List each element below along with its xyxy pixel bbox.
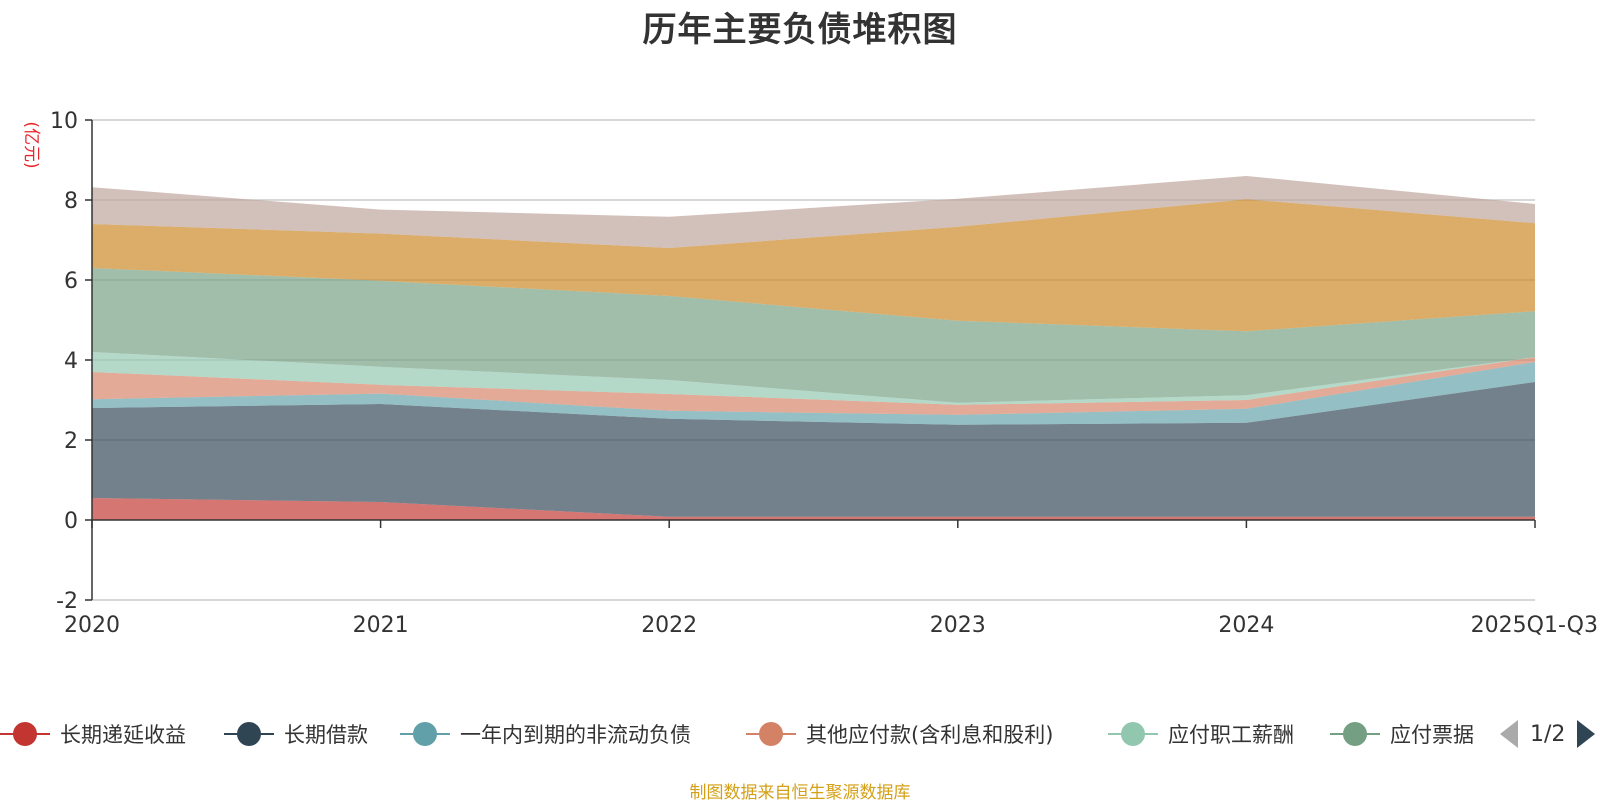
y-tick-label: -2 (56, 589, 78, 614)
stacked-areas (92, 176, 1535, 520)
y-tick-label: 6 (64, 269, 78, 294)
x-tick-label: 2020 (64, 613, 120, 638)
legend-page-indicator: 1/2 (1530, 721, 1566, 747)
legend-label: 其他应付款(含利息和股利) (806, 723, 1054, 747)
y-tick-label: 0 (64, 509, 78, 534)
x-tick-label: 2022 (641, 613, 697, 638)
legend-label: 长期借款 (284, 723, 368, 747)
y-tick-label: 8 (64, 189, 78, 214)
axes: -2 0 2 4 6 8 10 2020 2021 2022 2023 2024 2025Q1-Q3 (50, 109, 1598, 638)
chart-title: 历年主要负债堆积图 (642, 10, 958, 50)
legend-next-page-icon[interactable] (1577, 720, 1596, 748)
y-tick-label: 2 (64, 429, 78, 454)
legend-marker-icon (746, 714, 796, 754)
legend-label: 长期递延收益 (60, 723, 186, 747)
area-series-6[interactable] (92, 199, 1535, 332)
area-series-3[interactable] (92, 357, 1535, 415)
legend-label: 一年内到期的非流动负债 (460, 723, 691, 747)
data-source-note: 制图数据来自恒生聚源数据库 (689, 783, 911, 803)
legend-item[interactable]: 应付票据 (1330, 714, 1474, 754)
x-tick-label: 2021 (353, 613, 409, 638)
legend: 长期递延收益 长期借款 一年内到期的非流动负债 其他应付款(含利息和股利) 应付职工薪酬… (0, 714, 1600, 754)
y-tick-label: 4 (64, 349, 78, 374)
area-series-4[interactable] (92, 352, 1535, 405)
legend-marker-icon (224, 714, 274, 754)
area-series-0[interactable] (92, 498, 1535, 520)
legend-item[interactable]: 长期借款 (224, 714, 368, 754)
legend-item[interactable]: 长期递延收益 (0, 714, 186, 754)
legend-item[interactable]: 其他应付款(含利息和股利) (746, 714, 1053, 754)
x-tick-label: 2024 (1218, 613, 1274, 638)
legend-marker-icon (1330, 714, 1380, 754)
chart-plot: -2 0 2 4 6 8 10 2020 2021 2022 2023 2024 2025Q1-Q3 (… (21, 109, 1598, 638)
legend-prev-page-icon[interactable] (1500, 720, 1518, 748)
legend-label: 应付票据 (1390, 723, 1474, 747)
y-axis-unit: (亿元) (21, 121, 41, 168)
legend-item[interactable]: 应付职工薪酬 (1108, 714, 1294, 754)
y-tick-label: 10 (50, 109, 78, 134)
legend-marker-icon (1108, 714, 1158, 754)
legend-pager: 1/2 (1500, 714, 1600, 754)
area-series-1[interactable] (92, 382, 1535, 517)
area-series-5[interactable] (92, 268, 1535, 403)
x-tick-label: 2025Q1-Q3 (1471, 613, 1598, 638)
legend-label: 应付职工薪酬 (1168, 723, 1294, 747)
legend-item[interactable]: 一年内到期的非流动负债 (400, 714, 691, 754)
legend-marker-icon (400, 714, 450, 754)
area-series-7[interactable] (92, 176, 1535, 248)
legend-marker-icon (0, 714, 50, 754)
x-tick-label: 2023 (930, 613, 986, 638)
